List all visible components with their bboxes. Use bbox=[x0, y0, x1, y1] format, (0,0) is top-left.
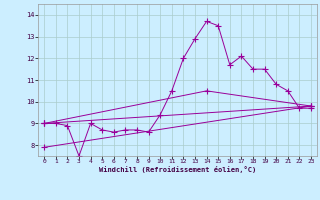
X-axis label: Windchill (Refroidissement éolien,°C): Windchill (Refroidissement éolien,°C) bbox=[99, 166, 256, 173]
